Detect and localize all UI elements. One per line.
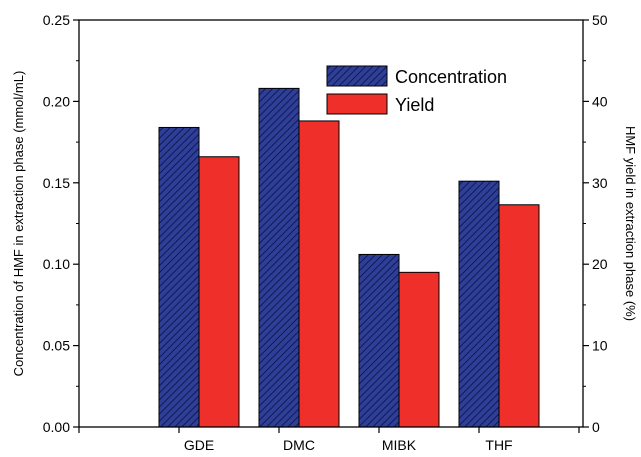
- bar-concentration-dmc: [258, 87, 300, 428]
- right-axis: 0 10 20 30 40 50: [583, 12, 608, 435]
- y2-tick-label: 50: [592, 12, 608, 28]
- x-tick-label-dmc: DMC: [283, 437, 315, 453]
- y2-tick-label: 40: [592, 93, 608, 109]
- x-tick-label-thf: THF: [485, 437, 512, 453]
- y-tick-label: 0.05: [43, 338, 70, 354]
- legend-label-concentration: Concentration: [395, 67, 507, 87]
- bar-concentration-thf: [458, 180, 500, 428]
- legend-swatch-yield: [326, 93, 388, 115]
- legend-label-yield: Yield: [395, 95, 434, 115]
- bars: [158, 87, 540, 428]
- left-axis: 0.00 0.05 0.10 0.15 0.20 0.25: [43, 12, 79, 435]
- y2-tick-label: 30: [592, 175, 608, 191]
- y-tick-label: 0.25: [43, 12, 70, 28]
- y-tick-label: 0.20: [43, 93, 70, 109]
- y2-tick-label: 10: [592, 338, 608, 354]
- bar-yield-dmc: [298, 120, 340, 428]
- bar-yield-thf: [498, 204, 540, 428]
- y-tick-label: 0.15: [43, 175, 70, 191]
- x-axis: GDE DMC MIBK THF: [78, 427, 580, 453]
- bar-concentration-mibk: [358, 253, 400, 428]
- y-tick-label: 0.10: [43, 256, 70, 272]
- y2-tick-label: 20: [592, 256, 608, 272]
- y2-axis-title: HMF yield in extraction phase (%): [623, 126, 638, 321]
- legend: Concentration Yield: [326, 65, 507, 115]
- bar-yield-gde: [198, 156, 240, 428]
- legend-swatch-concentration: [326, 65, 388, 87]
- x-tick-label-gde: GDE: [184, 437, 214, 453]
- x-tick-label-mibk: MIBK: [382, 437, 417, 453]
- bar-yield-mibk: [398, 271, 440, 428]
- y2-tick-label: 0: [592, 419, 600, 435]
- bar-concentration-gde: [158, 126, 200, 428]
- y-axis-title: Concentration of HMF in extraction phase…: [11, 71, 26, 377]
- y-tick-label: 0.00: [43, 419, 70, 435]
